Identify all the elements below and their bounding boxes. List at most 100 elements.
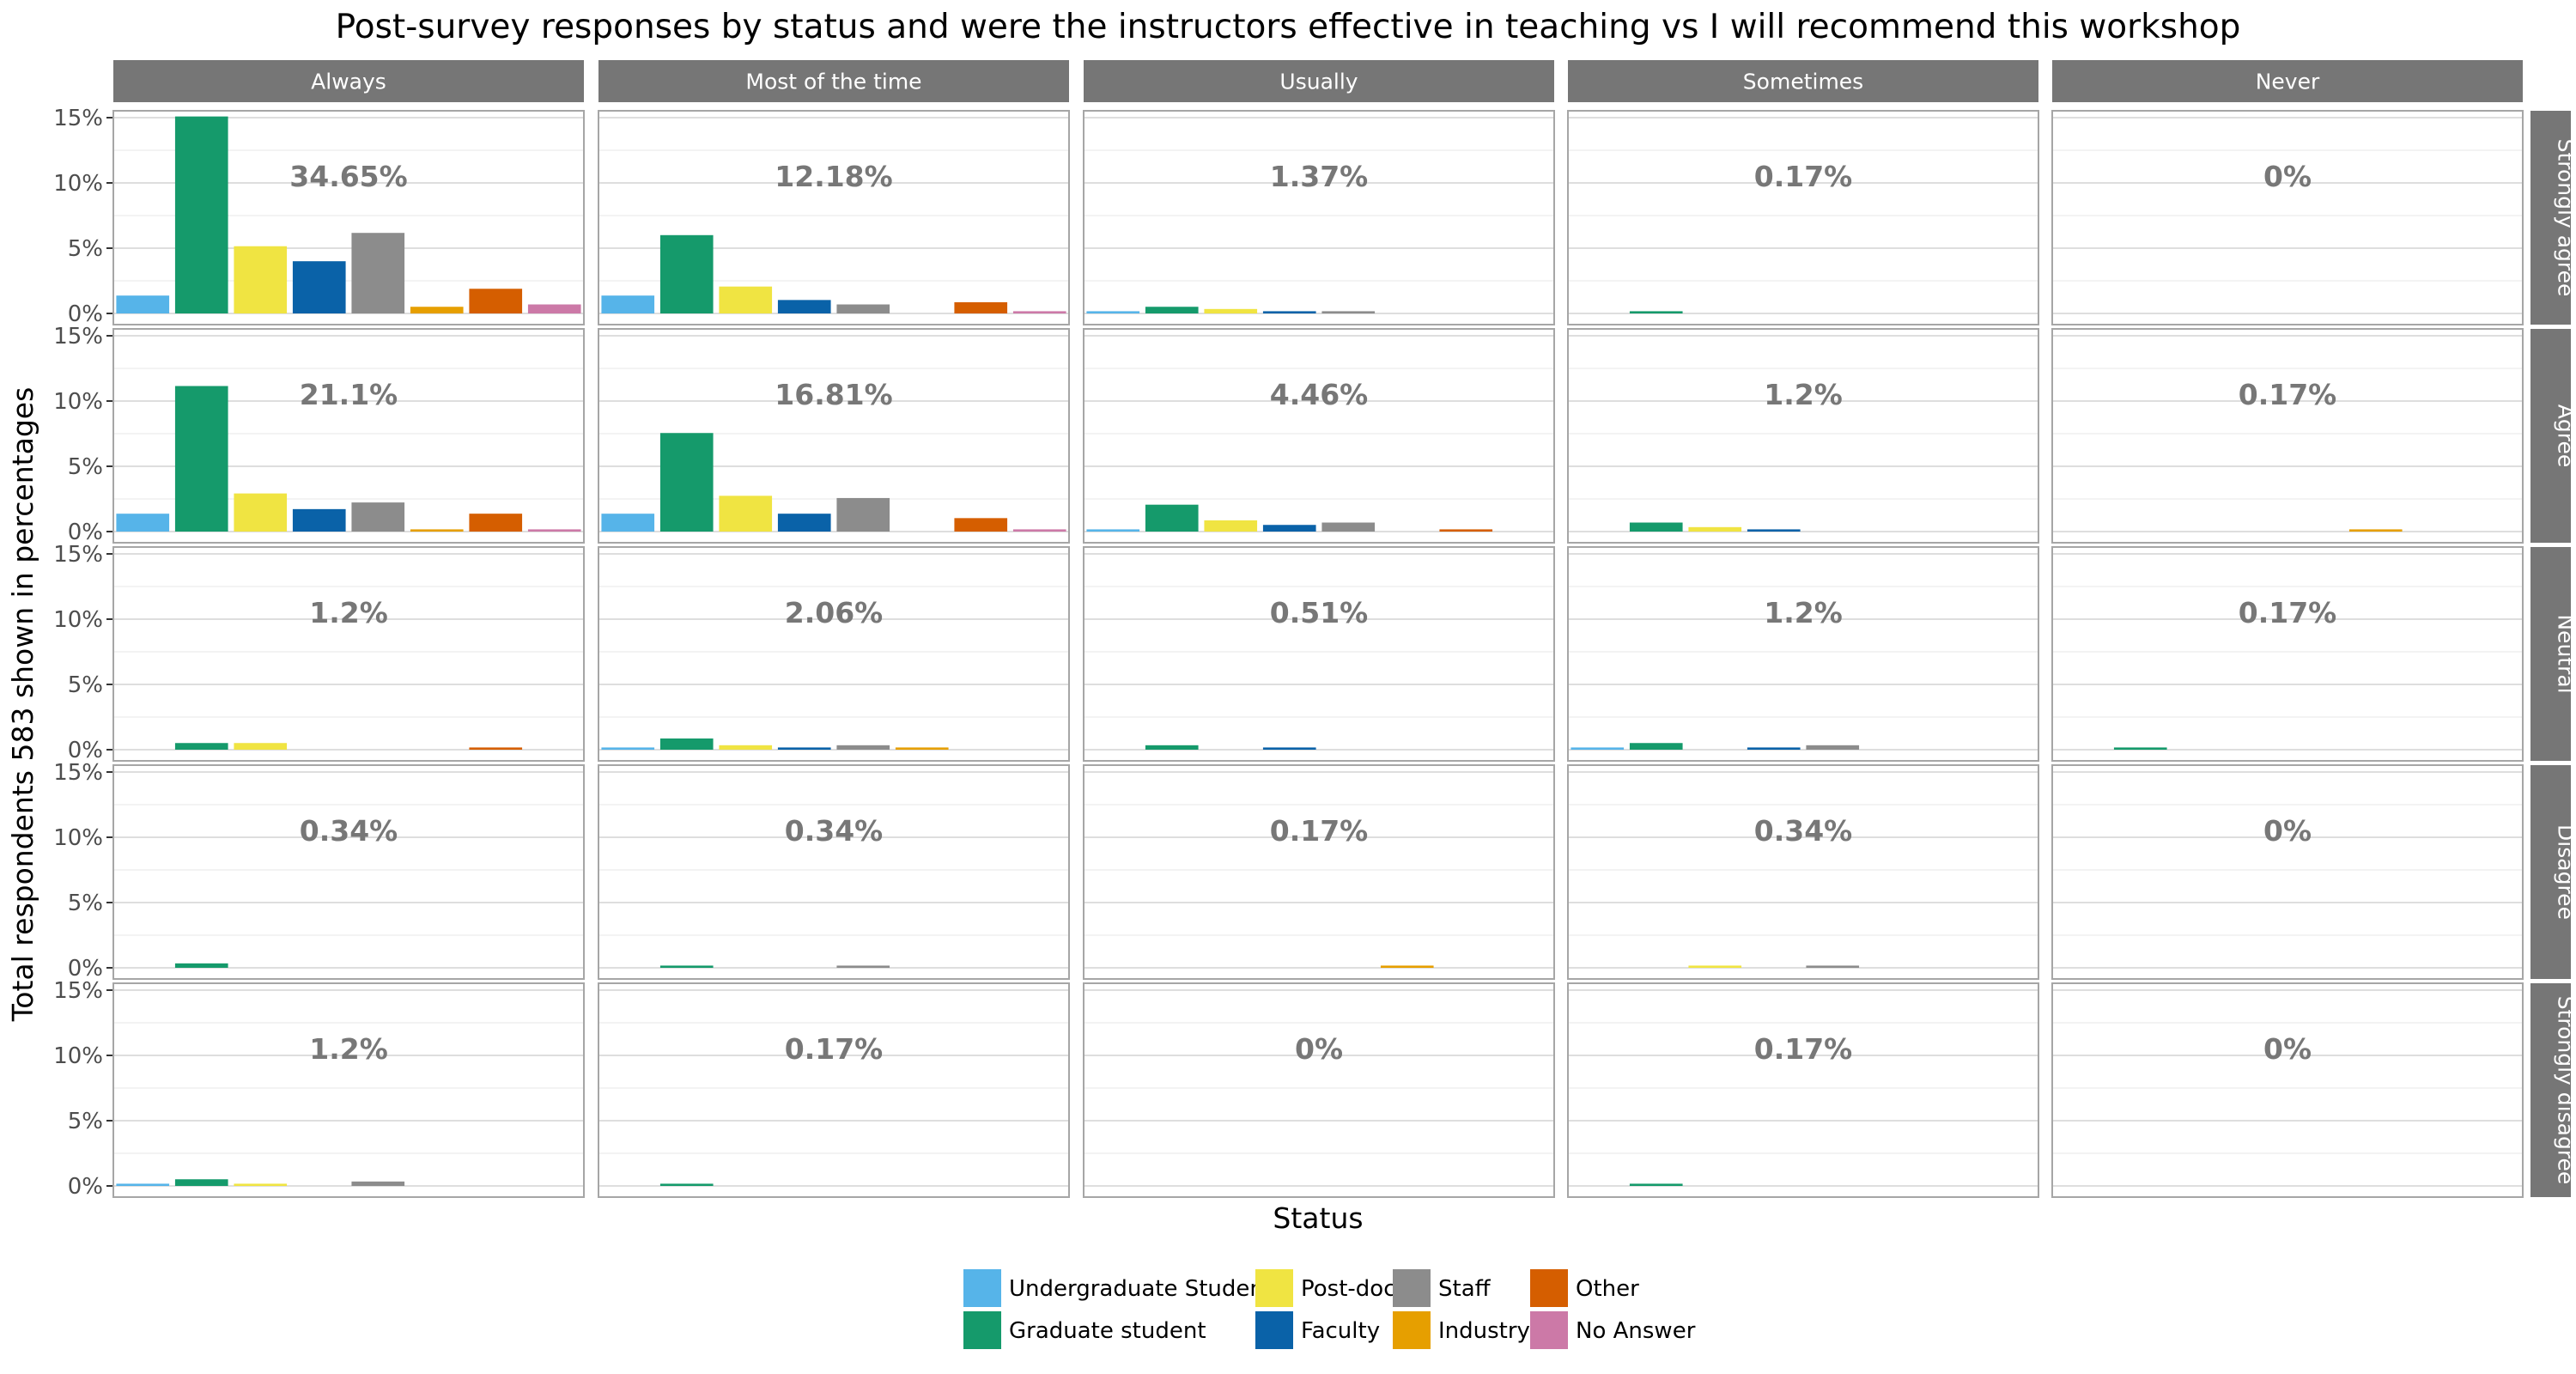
panel-agree-sometimes: 1.2% [1567, 328, 2039, 544]
bar-other [954, 301, 1008, 313]
legend-item-faculty: Faculty [1255, 1311, 1380, 1349]
panel-total-label: 1.2% [1764, 378, 1843, 411]
legend-item-post-doc: Post-doc [1255, 1269, 1396, 1307]
bar-post-doc [1204, 520, 1258, 532]
column-strip-usually: Usually [1084, 60, 1554, 102]
panel-agree-usually: 4.46% [1083, 328, 1555, 544]
panel-total-label: 0.34% [300, 814, 398, 848]
bar-other [469, 289, 523, 313]
panel-border [1567, 328, 2039, 544]
panel-strongly-agree-always: 34.65% [112, 110, 585, 325]
column-strip-label: Always [311, 70, 386, 94]
panel-border [598, 764, 1070, 980]
panel-border [112, 764, 585, 980]
row-strip-bg [2530, 765, 2571, 979]
panel-border [1567, 110, 2039, 325]
bar-undergraduate-student [1571, 747, 1625, 750]
row-strip-label: Agree [2554, 404, 2576, 467]
panel-disagree-sometimes: 0.34% [1567, 764, 2039, 980]
bar-no-answer [1012, 529, 1066, 532]
y-tick-label: 0% [68, 738, 103, 763]
panel-border [2051, 328, 2524, 544]
y-tick-label: 15% [53, 106, 103, 131]
legend-label: Other [1576, 1276, 1639, 1302]
bar-graduate-student [174, 116, 228, 313]
bar-staff [351, 502, 405, 532]
bar-graduate-student [659, 234, 714, 313]
bar-post-doc [1688, 526, 1742, 532]
bar-staff [351, 233, 405, 313]
legend-label: Undergraduate Student [1009, 1276, 1273, 1302]
legend-item-other: Other [1530, 1269, 1639, 1307]
chart-title: Post-survey responses by status and were… [336, 8, 2241, 46]
bar-staff [1806, 965, 1860, 968]
panel-neutral-most-of-the-time: 2.06% [598, 546, 1070, 762]
bar-industry [410, 529, 464, 532]
bar-post-doc [234, 493, 288, 532]
panel-border [1083, 328, 1555, 544]
panel-total-label: 34.65% [289, 160, 407, 193]
legend-item-staff: Staff [1393, 1269, 1492, 1307]
legend-swatch [1530, 1311, 1568, 1349]
bar-graduate-student [1629, 743, 1683, 750]
bar-undergraduate-student [116, 1183, 170, 1186]
panel-strongly-disagree-always: 1.2% [112, 982, 585, 1198]
bar-graduate-student [174, 386, 228, 532]
panel-border [1083, 110, 1555, 325]
panel-strongly-disagree-most-of-the-time: 0.17% [598, 982, 1070, 1198]
bar-faculty [1747, 529, 1801, 532]
bar-faculty [777, 514, 831, 532]
bar-graduate-student [1629, 1183, 1683, 1186]
column-strip-label: Most of the time [745, 70, 921, 94]
legend-swatch [963, 1311, 1001, 1349]
legend-item-industry: Industry [1393, 1311, 1530, 1349]
y-tick-label: 15% [53, 760, 103, 786]
y-tick-label: 5% [68, 1109, 103, 1134]
legend-label: Post-doc [1301, 1276, 1396, 1302]
panel-border [2051, 764, 2524, 980]
bar-no-answer [1012, 311, 1066, 313]
row-strip-label: Strongly agree [2554, 139, 2576, 297]
column-strip-bg [1084, 60, 1554, 102]
panel-total-label: 0.17% [2239, 378, 2337, 411]
panel-neutral-never: 0.17% [2051, 546, 2524, 762]
y-axis-row-neutral: 0% 5% 10% 15% [53, 542, 113, 763]
panel-strongly-agree-never: 0% [2051, 110, 2524, 325]
legend-swatch [1255, 1269, 1293, 1307]
bar-faculty [1747, 747, 1801, 750]
panel-total-label: 12.18% [775, 160, 892, 193]
panel-border [112, 328, 585, 544]
legend-swatch [1530, 1269, 1568, 1307]
panel-border [1083, 982, 1555, 1198]
y-tick-label: 10% [53, 1043, 103, 1069]
panel-total-label: 4.46% [1270, 378, 1369, 411]
column-strip-sometimes: Sometimes [1568, 60, 2038, 102]
legend-swatch [1393, 1269, 1431, 1307]
bar-graduate-student [174, 743, 228, 750]
y-tick-label: 0% [68, 520, 103, 545]
legend-label: Faculty [1301, 1318, 1380, 1344]
panel-agree-most-of-the-time: 16.81% [598, 328, 1070, 544]
panel-border [112, 546, 585, 762]
bar-other [469, 514, 523, 532]
panel-total-label: 1.2% [309, 596, 388, 629]
bar-post-doc [1688, 965, 1742, 968]
bar-graduate-student [659, 1183, 714, 1186]
bar-no-answer [527, 304, 581, 313]
bar-post-doc [234, 1183, 288, 1186]
bar-staff [1321, 522, 1376, 532]
panel-agree-always: 21.1% [112, 328, 585, 544]
bar-graduate-student [1629, 311, 1683, 313]
bar-staff [351, 1181, 405, 1186]
row-strip-agree: Agree [2530, 329, 2576, 543]
y-tick-label: 0% [68, 301, 103, 327]
legend-label: No Answer [1576, 1318, 1696, 1344]
column-strip-label: Usually [1279, 70, 1358, 94]
y-tick-label: 10% [53, 389, 103, 415]
panel-total-label: 21.1% [300, 378, 398, 411]
panel-border [598, 982, 1070, 1198]
legend-swatch [963, 1269, 1001, 1307]
bar-undergraduate-student [116, 514, 170, 532]
